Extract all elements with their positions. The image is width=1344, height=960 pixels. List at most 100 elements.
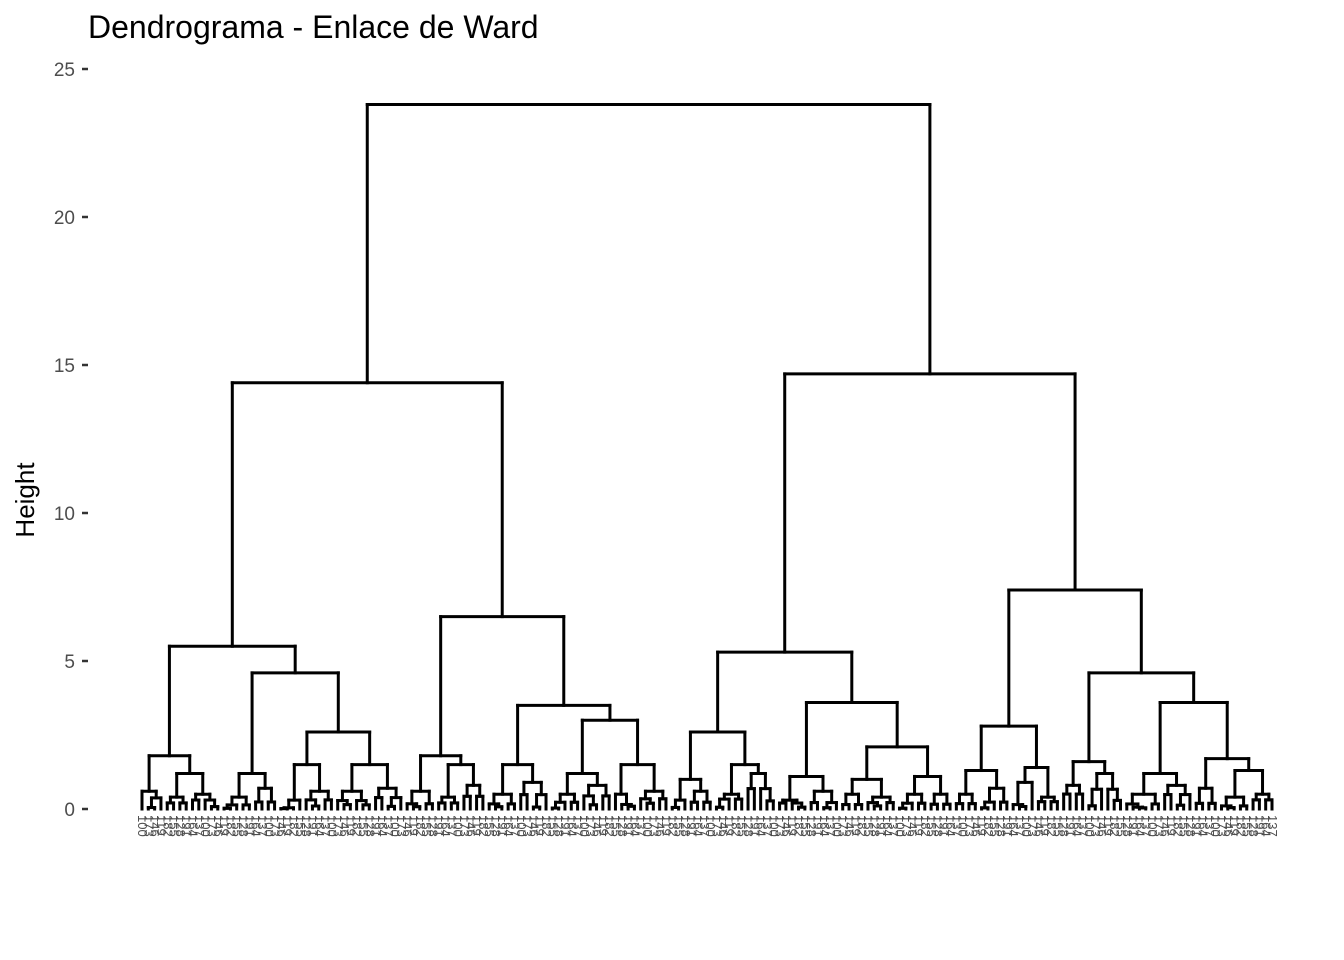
leaf-label: 128 bbox=[741, 815, 756, 837]
leaf-label: 137 bbox=[1012, 815, 1027, 837]
leaf-label: 191 bbox=[874, 815, 889, 837]
leaf-label: 119 bbox=[911, 815, 926, 836]
leaf-label: 146 bbox=[1031, 815, 1046, 837]
leaf-label: 191 bbox=[621, 815, 636, 837]
leaf-label: 128 bbox=[1120, 815, 1135, 837]
leaf-label: 182 bbox=[918, 815, 933, 837]
leaf-label: 191 bbox=[810, 815, 825, 837]
leaf-label: 173 bbox=[1214, 815, 1229, 837]
leaf-label: 191 bbox=[747, 815, 762, 837]
leaf-label: 182 bbox=[160, 815, 175, 837]
leaf-label: 100 bbox=[893, 815, 908, 837]
leaf-label: 119 bbox=[1164, 815, 1179, 836]
leaf-label: 128 bbox=[615, 815, 630, 837]
leaf-label: 191 bbox=[242, 815, 257, 837]
leaf-label: 173 bbox=[457, 815, 472, 837]
leaf-label: 164 bbox=[564, 815, 579, 837]
y-tick-label: 5 bbox=[64, 652, 75, 673]
leaf-label: 155 bbox=[482, 815, 497, 837]
leaf-label: 164 bbox=[1132, 815, 1147, 837]
leaf-label: 182 bbox=[539, 815, 554, 837]
leaf-label: 191 bbox=[1189, 815, 1204, 837]
leaf-label: 173 bbox=[1151, 815, 1166, 837]
leaf-label: 100 bbox=[324, 815, 339, 837]
leaf-label: 128 bbox=[678, 815, 693, 837]
y-tick-label: 15 bbox=[54, 356, 75, 377]
leaf-label: 182 bbox=[287, 815, 302, 837]
leaf-label: 146 bbox=[337, 815, 352, 837]
leaf-label: 191 bbox=[937, 815, 952, 837]
leaf-label: 100 bbox=[640, 815, 655, 837]
leaf-label: 128 bbox=[930, 815, 945, 837]
leaf-label: 173 bbox=[268, 815, 283, 837]
leaf-label: 119 bbox=[1038, 815, 1053, 836]
leaf-label: 173 bbox=[836, 815, 851, 837]
leaf-label: 155 bbox=[798, 815, 813, 837]
leaf-label: 191 bbox=[495, 815, 510, 837]
leaf-label: 182 bbox=[728, 815, 743, 837]
leaf-label: 137 bbox=[634, 815, 649, 837]
leaf-label: 173 bbox=[1025, 815, 1040, 837]
leaf-label: 164 bbox=[312, 815, 327, 837]
leaf-label: 164 bbox=[375, 815, 390, 837]
leaf-label: 155 bbox=[545, 815, 560, 837]
leaf-label: 119 bbox=[1101, 815, 1116, 836]
leaf-label: 119 bbox=[659, 815, 674, 836]
leaf-label: 164 bbox=[1069, 815, 1084, 837]
leaf-label: 182 bbox=[665, 815, 680, 837]
leaf-label: 191 bbox=[179, 815, 194, 837]
leaf-label: 119 bbox=[406, 815, 421, 836]
leaf-label: 173 bbox=[962, 815, 977, 837]
leaf-label: 164 bbox=[943, 815, 958, 837]
leaf-label: 164 bbox=[1196, 815, 1211, 837]
leaf-label: 173 bbox=[204, 815, 219, 837]
leaf-label: 119 bbox=[470, 815, 485, 836]
leaf-label: 146 bbox=[463, 815, 478, 837]
leaf-label: 137 bbox=[886, 815, 901, 837]
leaf-label: 146 bbox=[211, 815, 226, 837]
leaf-label: 182 bbox=[602, 815, 617, 837]
y-tick-label: 20 bbox=[54, 208, 75, 229]
leaf-label: 100 bbox=[766, 815, 781, 837]
leaf-label: 137 bbox=[949, 815, 964, 837]
leaf-label: 137 bbox=[381, 815, 396, 837]
leaf-label: 137 bbox=[507, 815, 522, 837]
leaf-label: 119 bbox=[975, 815, 990, 836]
leaf-label: 191 bbox=[369, 815, 384, 837]
leaf-label: 137 bbox=[697, 815, 712, 837]
leaf-label: 164 bbox=[1006, 815, 1021, 837]
leaf-label: 119 bbox=[154, 815, 169, 836]
leaf-label: 164 bbox=[691, 815, 706, 837]
leaf-label: 164 bbox=[1259, 815, 1274, 837]
leaf-label: 164 bbox=[817, 815, 832, 837]
leaf-label: 137 bbox=[444, 815, 459, 837]
leaf-label: 100 bbox=[1208, 815, 1223, 837]
leaf-label: 128 bbox=[362, 815, 377, 837]
dendrogram-tree bbox=[140, 103, 1274, 811]
leaf-label: 164 bbox=[880, 815, 895, 837]
leaf-label: 155 bbox=[167, 815, 182, 837]
leaf-label: 191 bbox=[1252, 815, 1267, 837]
leaf-label: 182 bbox=[792, 815, 807, 837]
leaf-label: 100 bbox=[451, 815, 466, 837]
leaf-label: 119 bbox=[722, 815, 737, 836]
leaf-label: 119 bbox=[596, 815, 611, 836]
leaf-label: 173 bbox=[394, 815, 409, 837]
leaf-label: 100 bbox=[829, 815, 844, 837]
y-tick-label: 10 bbox=[54, 504, 75, 525]
leaf-label: 100 bbox=[198, 815, 213, 837]
leaf-label: 164 bbox=[438, 815, 453, 837]
y-tick-label: 0 bbox=[64, 800, 75, 821]
leaf-label: 173 bbox=[1088, 815, 1103, 837]
leaf-label: 164 bbox=[249, 815, 264, 837]
leaf-label: 119 bbox=[533, 815, 548, 836]
leaf-label: 137 bbox=[1076, 815, 1091, 837]
leaf-label: 191 bbox=[684, 815, 699, 837]
leaf-label: 146 bbox=[842, 815, 857, 837]
leaf-label: 128 bbox=[173, 815, 188, 837]
leaf-label: 182 bbox=[476, 815, 491, 837]
leaf-label: 128 bbox=[1246, 815, 1261, 837]
leaf-label: 128 bbox=[1057, 815, 1072, 837]
leaf-label: 155 bbox=[735, 815, 750, 837]
